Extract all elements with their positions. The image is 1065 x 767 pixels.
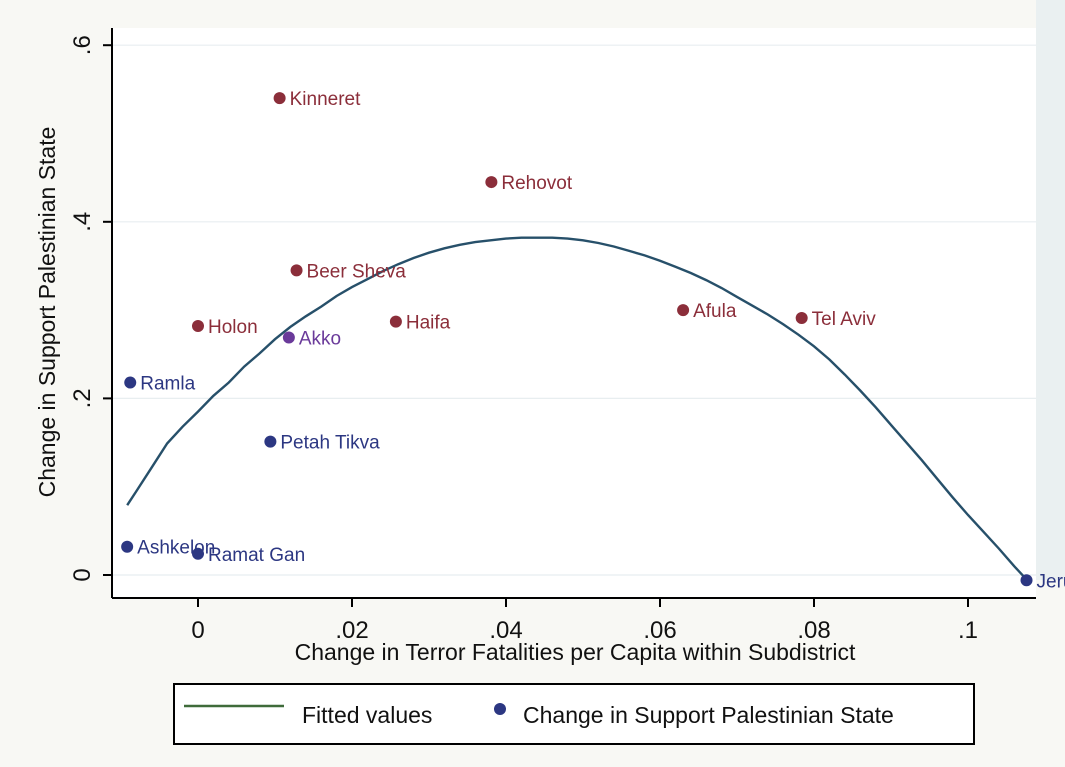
point-ashkelon <box>121 540 134 553</box>
point-beer-sheva <box>290 264 303 277</box>
legend: Fitted values Change in Support Palestini… <box>173 683 975 745</box>
point-tel-aviv <box>795 312 808 325</box>
point-label-holon: Holon <box>208 317 258 338</box>
point-label-afula: Afula <box>693 301 737 322</box>
x-tick-label-5: .1 <box>958 617 978 644</box>
point-label-haifa: Haifa <box>406 313 451 334</box>
point-ramat-gan <box>192 547 204 560</box>
point-label-tel-aviv: Tel Aviv <box>812 309 877 330</box>
point-kinneret <box>273 92 286 105</box>
y-tick-label-2: .4 <box>69 212 96 232</box>
x-tick-label-3: .06 <box>643 617 676 644</box>
point-holon <box>192 319 204 332</box>
fitted-line-layer <box>126 236 1028 581</box>
point-label-ramla: Ramla <box>140 374 195 395</box>
right-margin-band <box>1036 0 1065 580</box>
x-tick-label-2: .04 <box>489 617 522 644</box>
y-tick-label-3: .6 <box>69 35 96 55</box>
point-rehovot <box>485 176 498 189</box>
point-jeru <box>1020 574 1033 587</box>
point-label-akko: Akko <box>299 328 341 349</box>
legend-label-fitted: Fitted values <box>302 702 432 728</box>
fitted-values-line <box>126 236 1028 581</box>
x-tick-label-4: .08 <box>797 617 830 644</box>
point-label-rehovot: Rehovot <box>501 173 572 194</box>
x-tick-label-1: .02 <box>335 617 368 644</box>
y-tick-label-1: .2 <box>69 388 96 408</box>
scatter-points-layer: Kinneret Rehovot Beer Sheva Holon Haifa Afula… <box>121 89 1065 592</box>
x-axis-title: Change in Terror Fatalities per Capita w… <box>295 639 856 665</box>
point-label-beer-sheva: Beer Sheva <box>307 261 407 282</box>
point-label-kinneret: Kinneret <box>290 89 361 110</box>
legend-label-support: Change in Support Palestinian State <box>523 702 894 728</box>
point-label-ramat-gan: Ramat Gan <box>208 545 305 566</box>
point-label-jeru: Jeru <box>1037 571 1065 592</box>
x-tick-label-0: 0 <box>191 617 204 644</box>
axes: 0 .2 .4 .6 0 .02 .04 .06 .08 .1 <box>69 28 1036 644</box>
point-akko <box>282 331 295 344</box>
point-ramla <box>124 376 137 389</box>
legend-box <box>173 683 975 745</box>
point-petah-tikva <box>264 435 277 448</box>
y-tick-label-0: 0 <box>69 568 96 581</box>
y-axis-title: Change in Support Palestinian State <box>34 127 60 498</box>
point-label-petah-tikva: Petah Tikva <box>280 433 380 454</box>
grid-lines <box>112 44 1036 576</box>
legend-dot-swatch <box>494 703 506 715</box>
point-haifa <box>389 315 402 328</box>
point-afula <box>677 304 690 317</box>
plot-area <box>112 28 1036 598</box>
